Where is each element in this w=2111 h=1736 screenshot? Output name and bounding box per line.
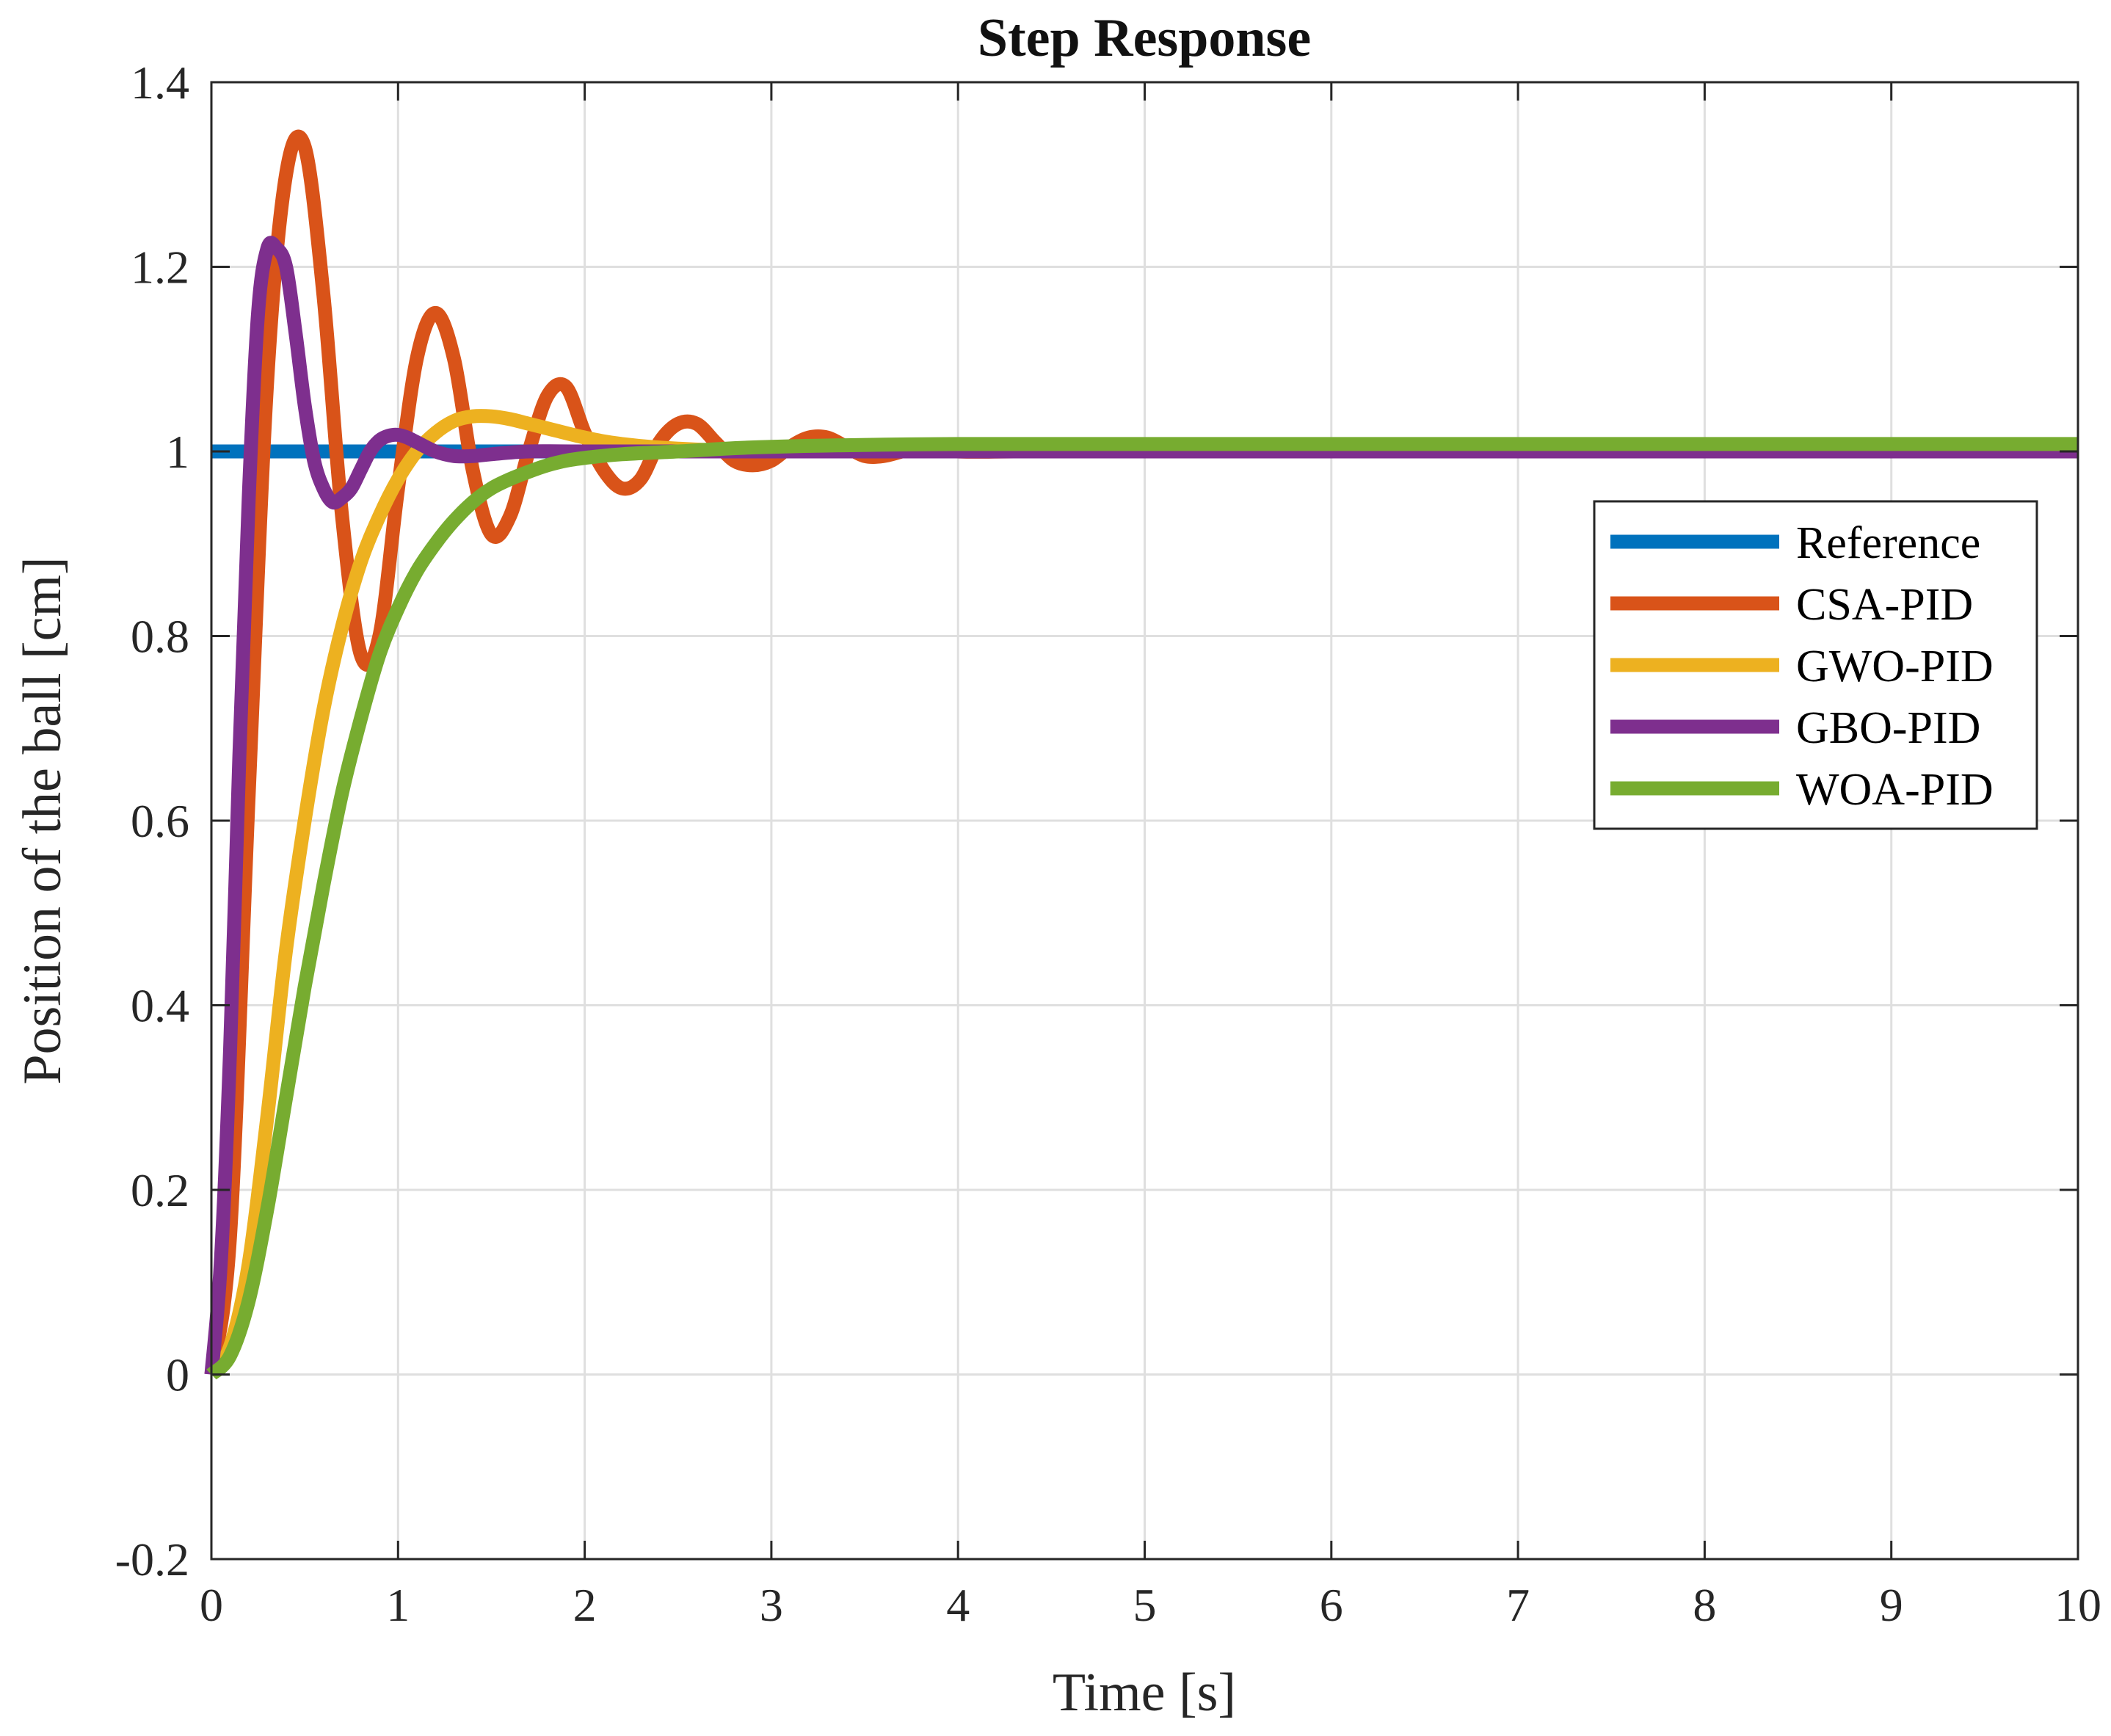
y-tick-label: 0.4 <box>131 980 189 1032</box>
legend: Reference CSA-PID GWO-PID GBO-PID WOA-PID <box>1593 500 2038 830</box>
x-tick-label: 1 <box>386 1579 410 1631</box>
x-tick-label: 3 <box>760 1579 783 1631</box>
axis-ticks <box>210 81 2079 1561</box>
x-tick-label: 10 <box>2054 1579 2101 1631</box>
x-tick-label: 6 <box>1320 1579 1343 1631</box>
legend-label-csa-pid: CSA-PID <box>1796 580 1973 630</box>
y-tick-label: 1 <box>166 426 189 478</box>
x-tick-label: 4 <box>946 1579 970 1631</box>
y-tick-label: 1.4 <box>131 57 189 109</box>
x-axis-label: Time [s] <box>1053 1663 1236 1723</box>
y-tick-label: 0.8 <box>131 611 189 663</box>
y-tick-label: -0.2 <box>115 1533 189 1586</box>
legend-label-reference: Reference <box>1796 518 1980 568</box>
x-tick-label: 8 <box>1693 1579 1716 1631</box>
legend-label-woa-pid: WOA-PID <box>1796 765 1994 815</box>
y-tick-label: 0 <box>166 1349 189 1401</box>
x-tick-label: 2 <box>573 1579 597 1631</box>
chart-title: Step Response <box>978 8 1311 68</box>
y-tick-label: 1.2 <box>131 241 189 294</box>
y-tick-label: 0.6 <box>131 795 189 847</box>
tick-labels: 0 1 2 3 4 5 6 7 8 9 10-0.200.20.40.60.811.21.4 <box>115 57 2101 1631</box>
legend-label-gwo-pid: GWO-PID <box>1796 642 1994 691</box>
x-tick-label: 5 <box>1133 1579 1157 1631</box>
legend-label-gbo-pid: GBO-PID <box>1796 703 1980 753</box>
x-tick-label: 0 <box>200 1579 223 1631</box>
y-axis-label: Position of the ball [cm] <box>12 556 73 1084</box>
series-layer <box>204 129 2078 1380</box>
y-tick-label: 0.2 <box>131 1164 189 1216</box>
x-tick-label: 9 <box>1880 1579 1903 1631</box>
series-line-woa-pid <box>206 437 2078 1380</box>
x-tick-label: 7 <box>1506 1579 1530 1631</box>
